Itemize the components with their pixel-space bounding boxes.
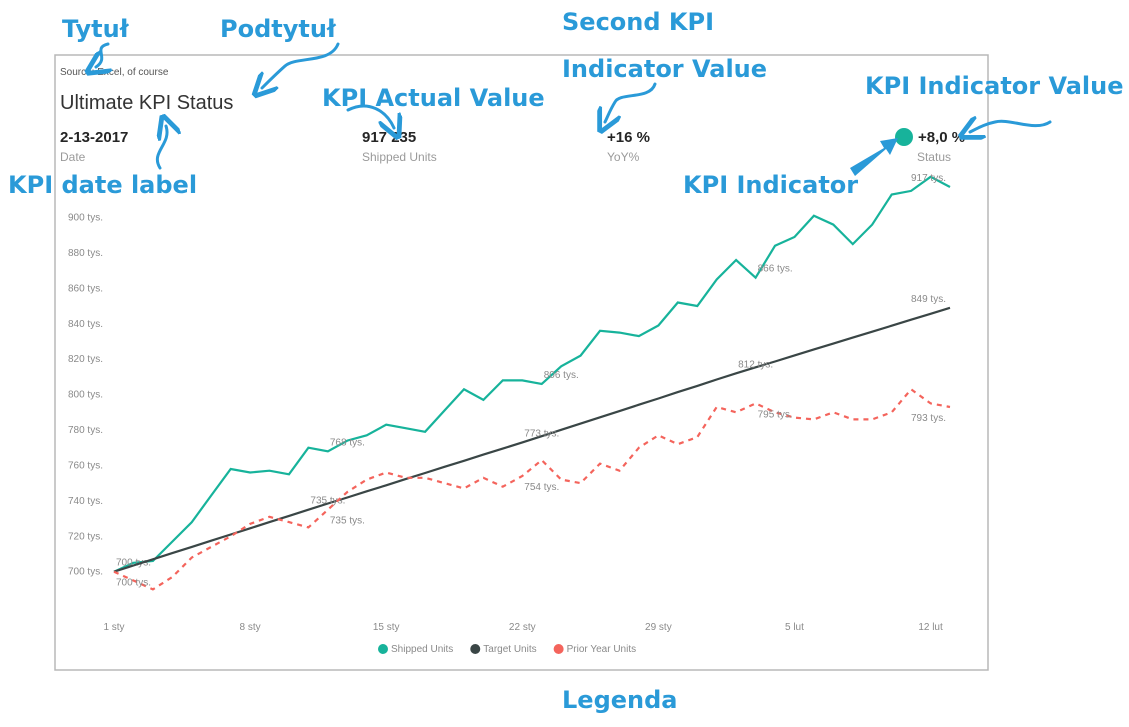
note: KPI Indicator Value: [865, 72, 1124, 100]
x-tick-label: 15 sty: [373, 622, 400, 633]
card-frame: [54, 54, 989, 671]
x-tick-label: 5 lut: [785, 622, 804, 633]
x-tick-label: 8 sty: [240, 622, 261, 633]
arrow: [157, 126, 167, 170]
arrow: [605, 82, 657, 122]
y-tick-label: 700 tys.: [68, 567, 103, 578]
source: Source: Excel, of course: [60, 67, 169, 78]
data-label: 866 tys.: [758, 264, 793, 275]
kpi-value: 2-13-2017: [60, 129, 128, 146]
arrow: [96, 42, 108, 67]
data-label: 806 tys.: [544, 370, 579, 381]
arrow: [346, 104, 394, 128]
note: Podtytuł: [220, 15, 337, 43]
note: KPI Indicator: [683, 171, 858, 199]
x-tick-label: 1 sty: [103, 622, 124, 633]
y-tick-label: 760 tys.: [68, 460, 103, 471]
x-tick-label: 29 sty: [645, 622, 672, 633]
kpi-value: +8,0 %: [918, 129, 965, 146]
legend-swatch: [470, 644, 481, 654]
kpi-indicator: [895, 128, 913, 146]
data-label: 793 tys.: [911, 413, 946, 424]
arrow: [970, 121, 1052, 132]
legend-label: Shipped Units: [391, 644, 453, 655]
note: Legenda: [562, 686, 678, 714]
y-tick-label: 820 tys.: [68, 354, 103, 365]
data-label: 849 tys.: [911, 294, 946, 305]
kpi-label: Shipped Units: [362, 150, 437, 164]
kpi-label: Date: [60, 150, 86, 164]
data-label: 700 tys.: [116, 558, 151, 569]
arrow: [262, 42, 340, 88]
data-label: 795 tys.: [758, 409, 793, 420]
data-label: 812 tys.: [738, 359, 773, 370]
y-tick-label: 880 tys.: [68, 248, 103, 259]
y-tick-label: 780 tys.: [68, 425, 103, 436]
data-label: 700 tys.: [116, 578, 151, 589]
y-tick-label: 840 tys.: [68, 319, 103, 330]
note: Tytuł: [62, 15, 130, 43]
note: Indicator Value: [562, 55, 767, 83]
legend-swatch: [378, 644, 388, 654]
series-line: [113, 387, 951, 591]
y-tick-label: 860 tys.: [68, 283, 103, 294]
y-tick-label: 800 tys.: [68, 390, 103, 401]
legend-label: Prior Year Units: [567, 644, 636, 655]
kpi-value: 917 235: [362, 129, 416, 146]
y-tick-label: 740 tys.: [68, 496, 103, 507]
kpi-value: +16 %: [607, 129, 650, 146]
note: KPI date label: [8, 171, 197, 199]
series-line: [113, 175, 951, 573]
annotations: Tytuł Podtytuł Second KPI Indicator Valu…: [8, 8, 1124, 714]
series-line: [113, 306, 951, 573]
data-label: 735 tys.: [310, 496, 345, 507]
big-arrow: [850, 138, 898, 176]
x-tick-label: 12 lut: [918, 622, 943, 633]
kpi-label: YoY%: [607, 150, 640, 164]
y-tick-label: 720 tys.: [68, 531, 103, 542]
data-label: 754 tys.: [524, 482, 559, 493]
data-label: 773 tys.: [524, 428, 559, 439]
legend-swatch: [553, 644, 564, 654]
y-tick-label: 900 tys.: [68, 213, 103, 224]
data-label: 768 tys.: [330, 437, 365, 448]
legend-label: Target Units: [483, 644, 536, 655]
note: Second KPI: [562, 8, 714, 36]
kpi-label: Status: [917, 150, 951, 164]
data-label: 917 tys.: [911, 173, 946, 184]
card-title: Ultimate KPI Status: [60, 92, 233, 114]
data-label: 735 tys.: [330, 516, 365, 527]
x-tick-label: 22 sty: [509, 622, 536, 633]
